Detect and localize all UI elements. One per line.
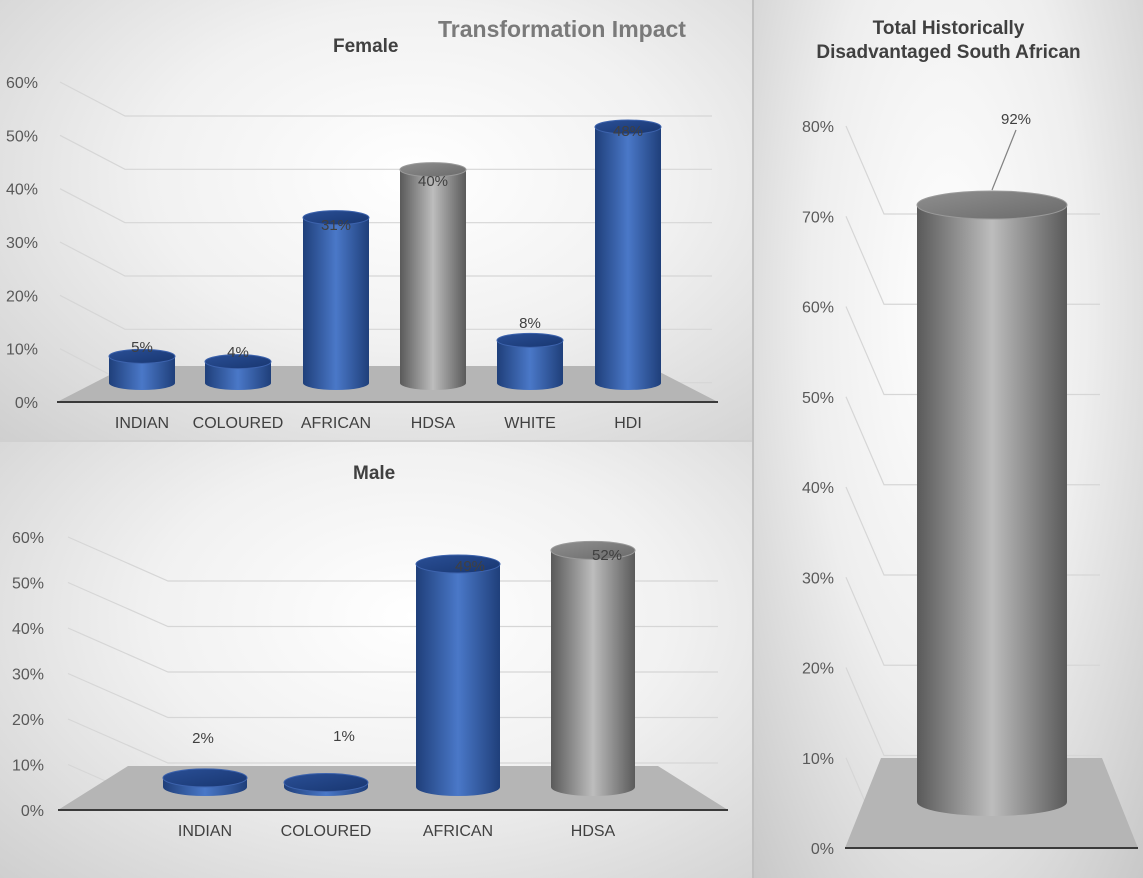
bar — [416, 564, 500, 796]
gridline — [59, 134, 712, 170]
data-label: 2% — [192, 730, 214, 747]
y-tick-label: 30% — [802, 570, 834, 587]
bar-top — [594, 119, 662, 135]
bar-top — [283, 772, 369, 792]
bar-top — [162, 768, 248, 788]
gridline — [59, 188, 712, 224]
x-tick-label: HDSA — [411, 415, 456, 432]
y-tick-label: 70% — [802, 209, 834, 226]
bar-top — [415, 554, 501, 574]
x-tick-label: COLOURED — [193, 415, 284, 432]
bar-top — [302, 210, 370, 226]
total-chart: 0% 10% 20% 30% 40% 50% 60% 70% 80% 92% — [802, 111, 1138, 858]
y-tick-label: 30% — [6, 235, 38, 252]
bar — [303, 217, 369, 390]
gridline — [67, 672, 718, 719]
y-tick-label: 50% — [6, 128, 38, 145]
y-tick-label: 60% — [6, 75, 38, 92]
y-tick-label: 10% — [6, 342, 38, 359]
data-label: 52% — [592, 547, 622, 564]
data-label-leader — [991, 129, 1017, 191]
data-label: 92% — [1001, 111, 1031, 128]
y-tick-label: 0% — [21, 803, 44, 820]
y-tick-label: 0% — [15, 395, 38, 412]
bar — [400, 169, 466, 390]
gridline — [67, 627, 718, 673]
bar — [551, 550, 635, 796]
x-tick-label: INDIAN — [115, 415, 169, 432]
gridline — [67, 536, 718, 582]
x-tick-label: AFRICAN — [301, 415, 371, 432]
y-tick-label: 10% — [802, 751, 834, 768]
bar — [917, 205, 1067, 816]
bar-top — [550, 540, 636, 560]
page-title: Transformation Impact — [438, 16, 686, 42]
bar-top — [496, 332, 564, 348]
gridline — [59, 81, 712, 117]
female-chart: 0% 10% 20% 30% 40% 50% 60% 5% INDIAN 4% COLOURED 31… — [6, 75, 718, 432]
total-chart-title-line: Disadvantaged South African — [816, 42, 1081, 63]
female-chart-title: Female — [333, 36, 399, 57]
data-label: 1% — [333, 728, 355, 745]
y-tick-label: 50% — [802, 390, 834, 407]
gridline — [67, 581, 718, 628]
data-label: 31% — [321, 217, 351, 234]
x-tick-label: WHITE — [504, 415, 556, 432]
x-tick-label: HDSA — [571, 823, 616, 840]
data-label: 5% — [131, 339, 153, 356]
y-tick-label: 80% — [802, 119, 834, 136]
bar-top — [399, 162, 467, 178]
x-tick-label: AFRICAN — [423, 823, 493, 840]
bar — [109, 356, 175, 390]
x-tick-label: COLOURED — [281, 823, 372, 840]
bar-top — [204, 354, 272, 370]
x-tick-label: HDI — [614, 415, 642, 432]
y-tick-label: 20% — [6, 288, 38, 305]
data-label: 40% — [418, 173, 448, 190]
data-label: 8% — [519, 315, 541, 332]
bar — [595, 127, 661, 390]
gridline — [59, 294, 712, 330]
panel-divider — [752, 0, 754, 878]
bar-top — [108, 348, 176, 364]
total-chart-title: Total Historically Disadvantaged South A… — [754, 17, 1143, 65]
x-tick-label: INDIAN — [178, 823, 232, 840]
y-tick-label: 40% — [6, 182, 38, 199]
bar — [497, 340, 563, 390]
y-tick-label: 40% — [802, 480, 834, 497]
y-tick-label: 10% — [12, 758, 44, 775]
gridline — [59, 241, 712, 277]
y-tick-label: 20% — [12, 712, 44, 729]
y-tick-label: 30% — [12, 667, 44, 684]
data-label: 48% — [613, 123, 643, 140]
y-tick-label: 60% — [12, 530, 44, 547]
data-label: 49% — [455, 558, 485, 575]
male-chart-title: Male — [353, 463, 396, 484]
y-tick-label: 20% — [802, 661, 834, 678]
y-tick-label: 40% — [12, 621, 44, 638]
y-tick-label: 60% — [802, 300, 834, 317]
gridline — [67, 718, 718, 764]
total-chart-title-line: Total Historically — [872, 18, 1025, 39]
y-tick-label: 50% — [12, 576, 44, 593]
panel-divider — [0, 440, 752, 442]
male-chart: 0% 10% 20% 30% 40% 50% 60% 2% INDIAN 1% COLOURED 49… — [12, 530, 728, 840]
data-label: 4% — [227, 344, 249, 361]
bar — [205, 361, 271, 390]
bar-top — [916, 190, 1068, 220]
y-tick-label: 0% — [811, 841, 834, 858]
